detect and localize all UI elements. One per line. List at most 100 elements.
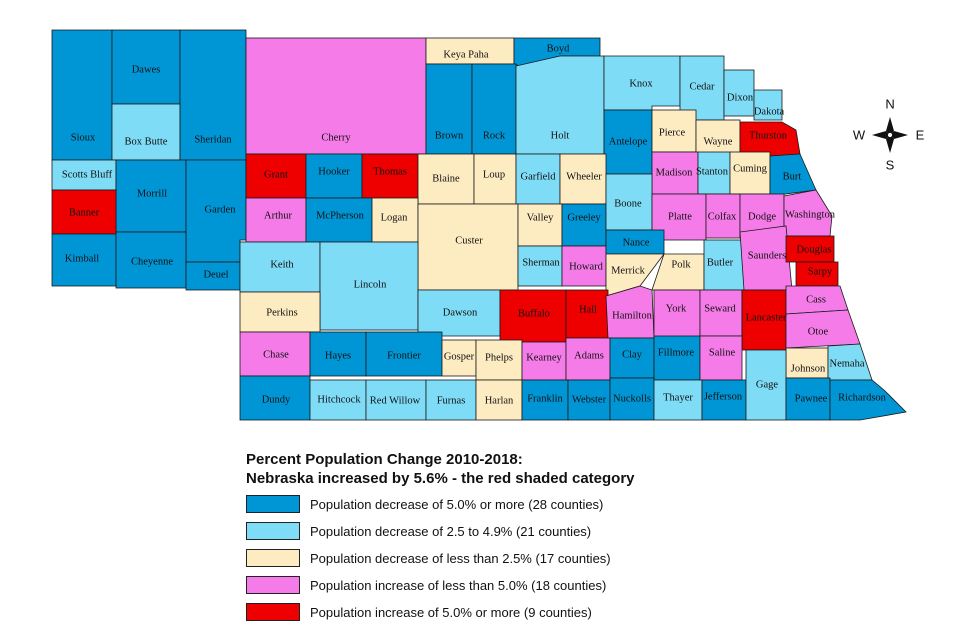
legend-item: Population decrease of 2.5 to 4.9% (21 c… [246, 518, 766, 544]
county-label-hall: Hall [579, 304, 597, 315]
county-red-willow [365, 379, 427, 421]
county-label-richardson: Richardson [838, 392, 887, 403]
county-furnas [425, 379, 477, 421]
county-label-howard: Howard [569, 261, 604, 272]
county-label-keith: Keith [270, 259, 294, 270]
map-legend: Percent Population Change 2010-2018: Neb… [246, 450, 766, 625]
county-label-polk: Polk [671, 259, 691, 270]
county-label-valley: Valley [527, 212, 555, 223]
county-label-sherman: Sherman [522, 257, 560, 268]
county-madison [651, 151, 699, 195]
county-saline [699, 335, 743, 381]
county-rock [471, 63, 517, 155]
county-valley [517, 203, 563, 247]
county-york [653, 289, 701, 341]
county-label-cherry: Cherry [321, 132, 351, 143]
legend-swatch [246, 549, 300, 567]
county-keith [239, 241, 321, 293]
county-label-chase: Chase [263, 349, 289, 360]
county-label-thurston: Thurston [749, 130, 788, 141]
county-label-kearney: Kearney [526, 352, 562, 363]
legend-swatch [246, 522, 300, 540]
county-label-saunders: Saunders [748, 250, 787, 261]
county-label-keya-paha: Keya Paha [443, 49, 489, 60]
county-loup [473, 153, 517, 205]
county-webster [567, 379, 611, 421]
county-label-garden: Garden [205, 204, 237, 215]
county-label-butler: Butler [707, 257, 734, 268]
county-dakota [753, 89, 783, 121]
county-label-sheridan: Sheridan [194, 134, 232, 145]
county-hayes [309, 331, 367, 377]
county-label-colfax: Colfax [708, 211, 737, 222]
county-label-greeley: Greeley [567, 212, 601, 223]
county-label-sioux: Sioux [71, 132, 96, 143]
county-wayne [695, 119, 741, 157]
county-sherman [517, 245, 563, 287]
legend-title-line1: Percent Population Change 2010-2018: [246, 451, 523, 468]
county-label-pawnee: Pawnee [795, 393, 828, 404]
county-label-lancaster: Lancaster [746, 312, 787, 323]
county-label-box-butte: Box Butte [125, 136, 168, 147]
county-label-nance: Nance [623, 237, 650, 248]
county-label-perkins: Perkins [266, 307, 298, 318]
county-cheyenne [115, 231, 187, 289]
county-label-hitchcock: Hitchcock [317, 394, 361, 405]
county-label-garfield: Garfield [521, 171, 557, 182]
nebraska-county-map: Sioux Dawes Box Butte Sheridan Scotts Bluff M… [51, 29, 925, 421]
county-label-cuming: Cuming [733, 163, 768, 174]
county-label-thayer: Thayer [663, 392, 693, 403]
county-label-boyd: Boyd [547, 43, 571, 54]
county-label-logan: Logan [381, 212, 409, 223]
county-hamilton [605, 285, 655, 339]
county-label-dawes: Dawes [132, 64, 161, 75]
county-pawnee [785, 377, 831, 421]
county-chase [239, 331, 311, 377]
county-banner [51, 189, 117, 235]
county-label-douglas: Douglas [797, 244, 832, 255]
county-mcpherson [305, 197, 373, 243]
county-label-blaine: Blaine [432, 173, 460, 184]
county-garfield [515, 153, 561, 205]
county-fillmore [653, 335, 701, 381]
county-dawes [111, 29, 181, 105]
legend-item: Population increase of less than 5.0% (1… [246, 572, 766, 598]
county-gosper [441, 339, 477, 377]
county-cherry [245, 37, 427, 155]
county-perkins [239, 291, 321, 333]
county-box-butte [111, 103, 181, 161]
county-label-antelope: Antelope [609, 136, 648, 147]
compass-south: S [886, 157, 895, 172]
county-logan [371, 197, 419, 243]
county-label-franklin: Franklin [527, 393, 563, 404]
county-lincoln [319, 241, 419, 331]
county-label-dixon: Dixon [727, 92, 754, 103]
county-blaine [417, 153, 475, 205]
county-label-fillmore: Fillmore [658, 347, 695, 358]
county-boone [605, 173, 653, 231]
county-brown [425, 63, 473, 155]
county-jefferson [701, 379, 747, 421]
county-label-jefferson: Jefferson [704, 391, 743, 402]
county-label-cass: Cass [806, 294, 826, 305]
county-label-dawson: Dawson [443, 307, 478, 318]
county-label-clay: Clay [622, 349, 643, 360]
county-greeley [561, 203, 607, 247]
legend-item: Population increase of 5.0% or more (9 c… [246, 599, 766, 625]
county-gage [745, 349, 787, 421]
county-cedar [679, 55, 725, 121]
legend-item: Population decrease of 5.0% or more (28 … [246, 491, 766, 517]
county-label-rock: Rock [483, 130, 506, 141]
compass-rose: N S E W [853, 96, 925, 172]
county-label-mcpherson: McPherson [316, 210, 365, 221]
county-label-saline: Saline [709, 347, 736, 358]
county-label-wheeler: Wheeler [566, 171, 602, 182]
legend-title-line2: Nebraska increased by 5.6% - the red sha… [246, 470, 635, 487]
compass-north: N [885, 96, 894, 111]
county-label-dundy: Dundy [262, 394, 291, 405]
county-douglas [785, 235, 835, 263]
county-richardson [829, 379, 907, 421]
county-scotts-bluff [51, 159, 117, 191]
county-phelps [475, 339, 523, 381]
legend-label: Population increase of 5.0% or more (9 c… [310, 604, 592, 620]
